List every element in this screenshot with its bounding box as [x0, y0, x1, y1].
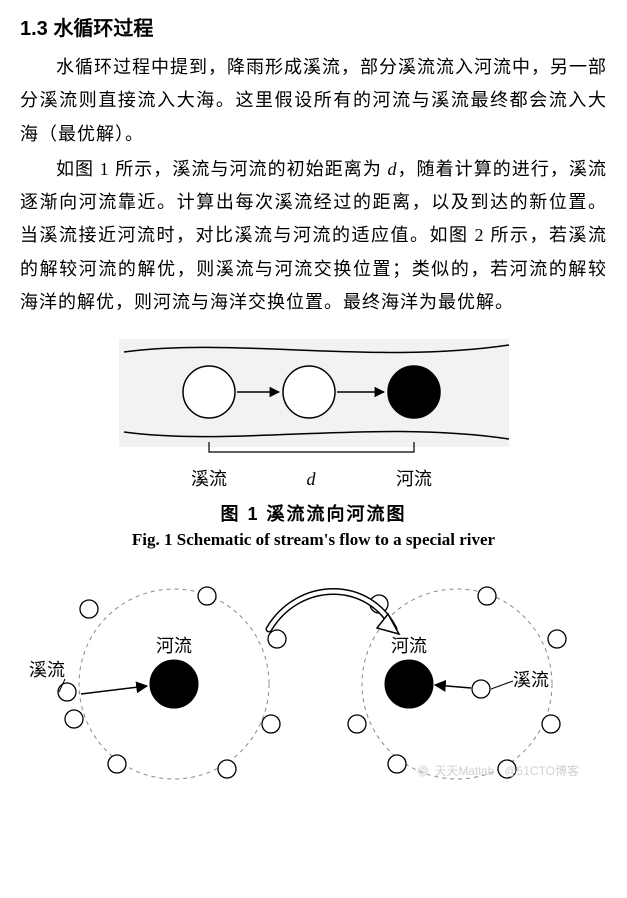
wechat-icon — [416, 764, 430, 778]
para2-d: d — [387, 159, 397, 179]
para2-b: ，随着计算的进行，溪流逐渐向河流靠近。计算出每次溪流经过的距离，以及到达的新位置… — [20, 159, 607, 312]
figure-2-container: 溪流 河流溪流 河流 — [20, 564, 607, 789]
watermark-text-1: 天天Matlab — [434, 762, 494, 779]
svg-text:溪流: 溪流 — [29, 660, 65, 680]
figure-1-caption-en: Fig. 1 Schematic of stream's flow to a s… — [132, 530, 495, 550]
svg-text:河流: 河流 — [156, 636, 192, 656]
figure-1-svg: 溪流 d 河流 — [114, 337, 514, 492]
svg-text:溪流: 溪流 — [513, 670, 549, 690]
section-heading: 1.3 水循环过程 — [20, 12, 607, 41]
svg-text:河流: 河流 — [391, 636, 427, 656]
figure-1-container: 溪流 d 河流 图 1 溪流流向河流图 Fig. 1 Schematic of st… — [20, 337, 607, 550]
svg-text:溪流: 溪流 — [191, 469, 227, 489]
svg-text:河流: 河流 — [396, 469, 432, 489]
watermark-text-2: @51CTO博客 — [504, 762, 579, 779]
paragraph-2: 如图 1 所示，溪流与河流的初始距离为 d，随着计算的进行，溪流逐渐向河流靠近。… — [20, 153, 607, 319]
watermark: 天天Matlab @51CTO博客 — [416, 762, 579, 779]
para2-a: 如图 1 所示，溪流与河流的初始距离为 — [56, 159, 387, 179]
figure-2-svg: 溪流 河流溪流 河流 — [19, 564, 609, 789]
svg-text:d: d — [306, 469, 316, 489]
paragraph-1: 水循环过程中提到，降雨形成溪流，部分溪流流入河流中，另一部分溪流则直接流入大海。… — [20, 51, 607, 151]
figure-1-caption-cn: 图 1 溪流流向河流图 — [220, 500, 406, 526]
